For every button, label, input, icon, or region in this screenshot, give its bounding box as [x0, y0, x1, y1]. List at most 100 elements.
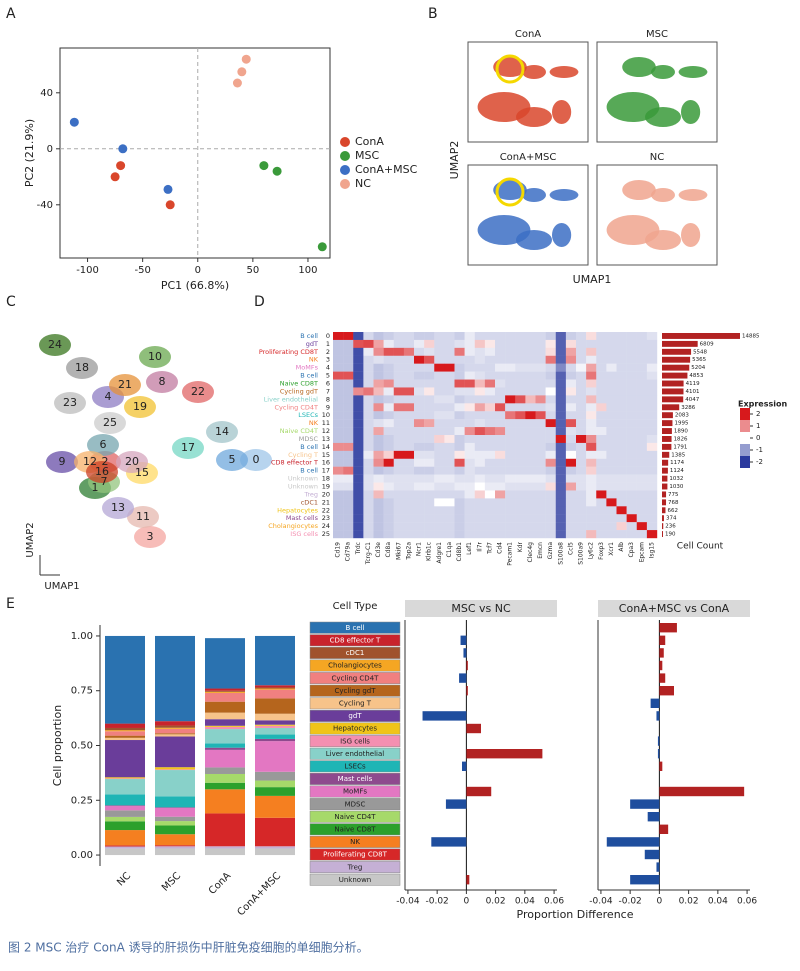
heat-cell [576, 419, 587, 428]
heat-cell [373, 442, 384, 452]
heat-cell [424, 514, 435, 523]
heat-cell [616, 435, 627, 444]
heat-cell [646, 411, 658, 420]
point [110, 172, 120, 182]
colorbar-segment [740, 432, 750, 444]
heat-cell [373, 379, 384, 388]
heat-cell [515, 363, 526, 372]
bar-segment [105, 731, 145, 736]
heat-cell [353, 458, 364, 467]
heat-cell [495, 363, 506, 372]
row-id: 19 [322, 483, 330, 491]
heat-cell [576, 332, 587, 341]
x-tick-label: ConA [207, 870, 233, 896]
bar-segment [205, 767, 245, 774]
bar-segment [205, 782, 245, 790]
heat-cell [576, 411, 587, 420]
heat-cell [555, 466, 567, 475]
heat-cell [495, 450, 506, 459]
heat-cell [565, 363, 577, 372]
highlight-circle [495, 54, 525, 84]
heat-cell [606, 482, 617, 491]
heat-cell [454, 395, 465, 404]
heat-cell [363, 371, 374, 380]
heat-cell [576, 490, 587, 499]
heat-cell [434, 332, 445, 341]
heat-cell [555, 387, 567, 396]
heat-cell [525, 379, 536, 388]
heat-cell [393, 490, 405, 499]
row-label: Cycling gdT [280, 387, 318, 395]
x-tick-label: 0 [195, 265, 201, 276]
heat-cell [586, 482, 597, 491]
heat-cell [474, 403, 486, 412]
heat-cell [383, 411, 394, 420]
heat-cell [616, 332, 627, 341]
cluster-cloud [139, 346, 171, 368]
heat-cell [535, 514, 546, 523]
heat-cell [586, 332, 597, 341]
heat-cell [373, 498, 384, 507]
colorbar-segment [740, 444, 750, 456]
heat-cell [565, 498, 577, 507]
heat-cell [525, 514, 536, 523]
heat-cell [555, 379, 567, 388]
heat-cell [495, 435, 506, 444]
heat-cell [444, 347, 455, 356]
heat-cell [525, 395, 536, 404]
diff-bar [459, 673, 467, 683]
cluster-cloud [116, 451, 148, 473]
heat-cell [495, 490, 506, 499]
heat-cell [414, 482, 425, 491]
heat-cell [353, 347, 364, 356]
heat-cell [545, 450, 556, 459]
heat-cell [576, 442, 587, 452]
heat-cell [333, 498, 344, 507]
heat-cell [565, 490, 577, 499]
heat-cell [343, 514, 354, 523]
heat-cell [626, 427, 637, 436]
heat-cell [636, 403, 648, 412]
heat-cell [555, 411, 567, 420]
heat-cell [333, 403, 344, 412]
heat-cell [353, 442, 364, 452]
bar-segment [255, 734, 295, 739]
cluster-cloud [86, 461, 118, 483]
heat-cell [525, 530, 536, 539]
heat-cell [616, 403, 627, 412]
bar-segment [155, 725, 195, 728]
point [317, 242, 327, 252]
heat-cell [403, 347, 415, 356]
bar-segment [105, 816, 145, 822]
heat-cell [373, 466, 384, 475]
heat-cell [363, 450, 374, 459]
heat-cell [576, 387, 587, 396]
heat-cell [424, 427, 435, 436]
heat-cell [586, 450, 597, 459]
cluster-cloud [127, 506, 159, 528]
heat-cell [454, 387, 465, 396]
heat-cell [646, 522, 658, 531]
count-label: 3286 [681, 405, 695, 411]
heat-cell [606, 490, 617, 499]
heat-cell [515, 474, 526, 483]
heat-cell [616, 466, 627, 475]
heat-cell [474, 450, 486, 459]
diff-bar [466, 660, 468, 671]
heat-cell [646, 363, 658, 372]
heat-cell [434, 506, 445, 515]
legend-label: Naive CD8T [334, 826, 376, 834]
heat-cell [535, 339, 546, 349]
heat-cell [576, 339, 587, 349]
heat-cell [646, 379, 658, 388]
heat-cell [444, 427, 455, 436]
row-label: Unknown [288, 475, 318, 483]
heat-cell [343, 419, 354, 428]
heat-cell [373, 435, 384, 444]
heat-cell [333, 442, 344, 452]
legend-swatch [309, 697, 401, 710]
cluster-cloud [66, 357, 98, 379]
heat-cell [495, 332, 506, 341]
heat-cell [535, 482, 546, 491]
heat-cell [414, 514, 425, 523]
